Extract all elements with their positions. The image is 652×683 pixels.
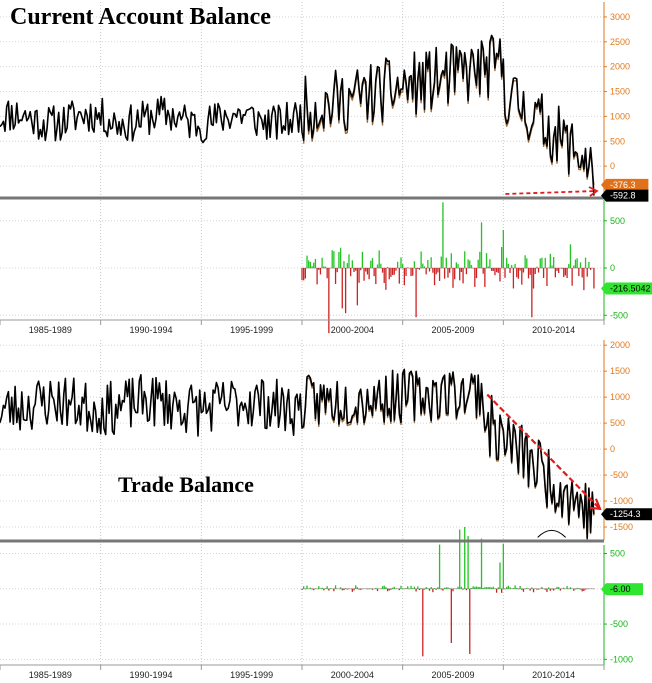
era-label: 1995-1999 [230, 325, 273, 335]
era-label: 2010-2014 [532, 325, 575, 335]
axis-tick-label: 500 [610, 216, 625, 226]
axis-tick-label: 1500 [610, 366, 630, 376]
axis-tick-label: 500 [610, 418, 625, 428]
current-account-title: Current Account Balance [10, 4, 271, 30]
ca-last-tag-brown-pointer [601, 178, 606, 191]
ca-dashed-arrow [505, 190, 596, 195]
era-label: 1985-1989 [29, 325, 72, 335]
ca-diff-last-tag: -216.5042 [610, 283, 651, 293]
ca-diff-last-tag-bg [606, 282, 652, 295]
axis-tick-label: 3000 [610, 12, 630, 22]
axis-tick-label: -1500 [610, 522, 633, 532]
axis-tick-label: 0 [610, 444, 615, 454]
axis-tick-label: 500 [610, 548, 625, 558]
axis-tick-label: -1000 [610, 496, 633, 506]
panel-separator [0, 196, 604, 200]
axis-tick-label: 2000 [610, 340, 630, 350]
axis-tick-label: 2000 [610, 62, 630, 72]
tb-diff-last-tag-bg [606, 583, 643, 596]
era-label: 2000-2004 [331, 670, 374, 680]
axis-tick-label: -500 [610, 619, 628, 629]
tb-diff-last-tag-pointer [601, 583, 606, 596]
ca-series-brown [303, 37, 595, 185]
axis-tick-label: 0 [610, 161, 615, 171]
panel-separator [0, 539, 604, 543]
ca-last-tag-brown-bg [606, 178, 649, 191]
trade-balance-title: Trade Balance [118, 472, 254, 497]
era-label: 2010-2014 [532, 670, 575, 680]
ca-arrow-head [588, 186, 599, 197]
tb-last-tag-pointer [601, 508, 606, 521]
axis-tick-label: 1500 [610, 87, 630, 97]
axis-tick-label: -500 [610, 470, 628, 480]
ca-diff-last-tag-pointer [601, 282, 606, 295]
axis-tick-label: 2500 [610, 37, 630, 47]
era-label: 1990-1994 [129, 325, 172, 335]
era-label: 1985-1989 [29, 670, 72, 680]
ca-last-tag-black-bg [606, 189, 649, 202]
era-label: 2000-2004 [331, 325, 374, 335]
era-label: 2005-2009 [431, 325, 474, 335]
ca-last-tag-black-pointer [601, 189, 606, 202]
trough-arc [537, 529, 567, 538]
tb-diff-last-tag: -6.00 [610, 584, 631, 594]
era-label: 2005-2009 [431, 670, 474, 680]
ca-series-black [0, 34, 595, 196]
axis-tick-label: -500 [610, 310, 628, 320]
axis-tick-label: 1000 [610, 111, 630, 121]
era-label: 1995-1999 [230, 670, 273, 680]
axis-tick-label: 1000 [610, 392, 630, 402]
axis-tick-label: 0 [610, 263, 615, 273]
axis-tick-label: 500 [610, 136, 625, 146]
tb-series-black [0, 368, 595, 539]
ca-last-tag-black: -592.8 [610, 191, 636, 201]
tb-last-tag-bg [606, 508, 652, 521]
axis-tick-label: -1000 [610, 654, 633, 664]
ca-last-tag-brown: -376.3 [610, 180, 636, 190]
era-label: 1990-1994 [129, 670, 172, 680]
tb-last-tag: -1254.3 [610, 509, 641, 519]
tb-arrow-head [589, 498, 602, 511]
